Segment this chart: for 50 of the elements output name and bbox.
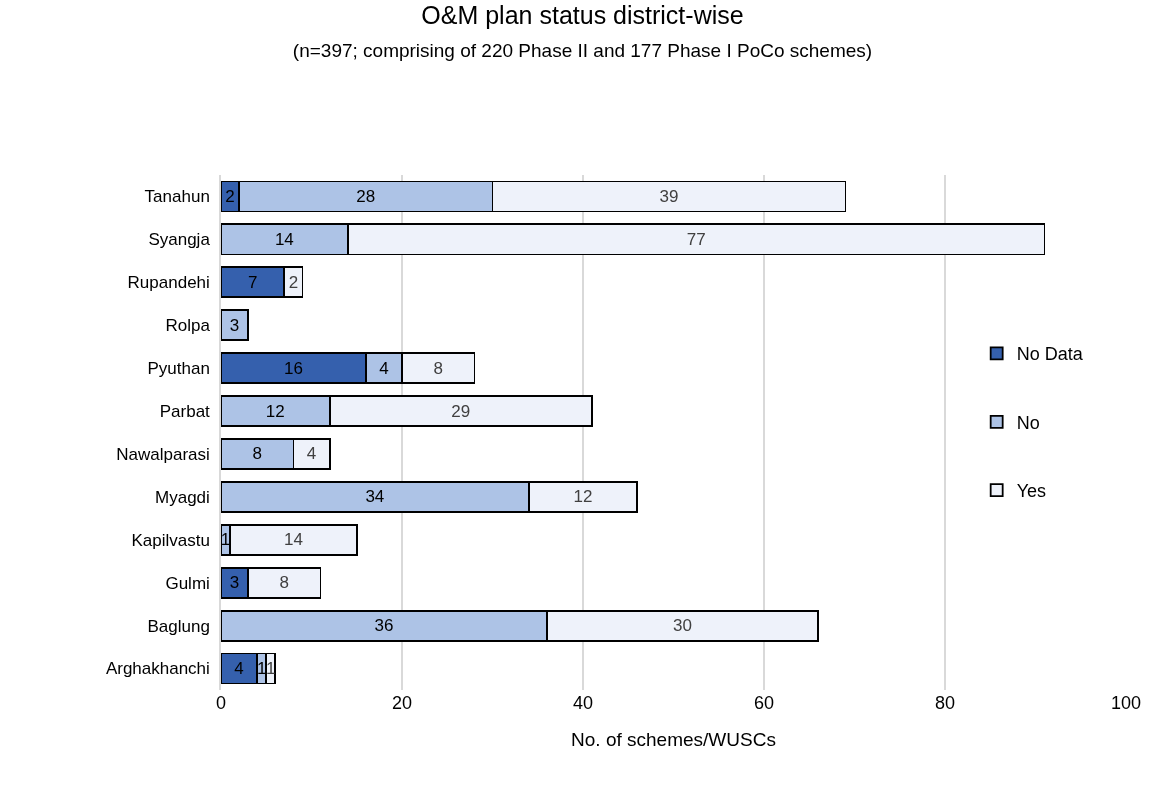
data-label: 8 [252,444,262,464]
chart-title: O&M plan status district-wise [421,1,744,30]
y-tick-label: Kapilvastu [131,530,210,550]
y-tick-label: Rupandehi [127,273,210,293]
legend-label: No [1016,412,1040,433]
x-tick-label: 60 [753,693,775,713]
data-label: 77 [686,229,706,249]
y-tick-label: Nawalparasi [116,444,210,464]
x-tick-label: 100 [1110,693,1142,713]
y-tick-label: Pyuthan [147,359,210,379]
x-tick-label: 20 [391,693,413,713]
y-tick-label: Parbat [159,401,211,421]
bar [221,309,250,342]
x-axis-title: No. of schemes/WUSCs [571,728,776,750]
data-label: 4 [379,358,389,378]
y-tick-label: Arghakhanchi [105,659,210,679]
data-label: 39 [659,186,679,206]
x-tick-label: 0 [215,693,227,713]
data-label: 3 [229,315,240,335]
data-label: 12 [573,487,593,507]
y-tick-label: Baglung [147,616,210,636]
data-label: 7 [247,272,258,292]
data-label: 1 [256,659,267,679]
data-label: 34 [365,487,385,507]
y-tick-label: Myagdi [155,487,210,507]
data-label: 30 [673,616,693,636]
data-label: 1 [220,530,231,550]
data-label: 14 [283,530,303,550]
data-label: 14 [274,229,294,249]
y-tick-label: Syangja [148,230,211,250]
data-label: 12 [265,401,285,421]
data-label: 4 [306,444,317,464]
data-label: 2 [225,186,235,206]
y-tick-label: Tanahun [144,187,210,207]
data-label: 8 [433,358,443,378]
data-label: 36 [374,616,394,636]
data-label: 8 [279,573,290,593]
data-label: 16 [283,358,303,378]
x-tick-label: 80 [934,693,956,713]
data-label: 28 [356,186,376,206]
legend-label: No Data [1016,344,1084,365]
chart-subtitle: (n=397; comprising of 220 Phase II and 177 Phase I PoCo schemes) [292,39,873,61]
y-tick-label: Gulmi [165,573,210,593]
data-label: 4 [234,659,244,679]
x-tick-label: 40 [572,693,594,713]
data-label: 29 [451,401,471,421]
data-label: 3 [229,573,240,593]
y-tick-label: Rolpa [165,316,211,336]
data-label: 2 [288,272,299,292]
legend-label: Yes [1016,481,1047,502]
